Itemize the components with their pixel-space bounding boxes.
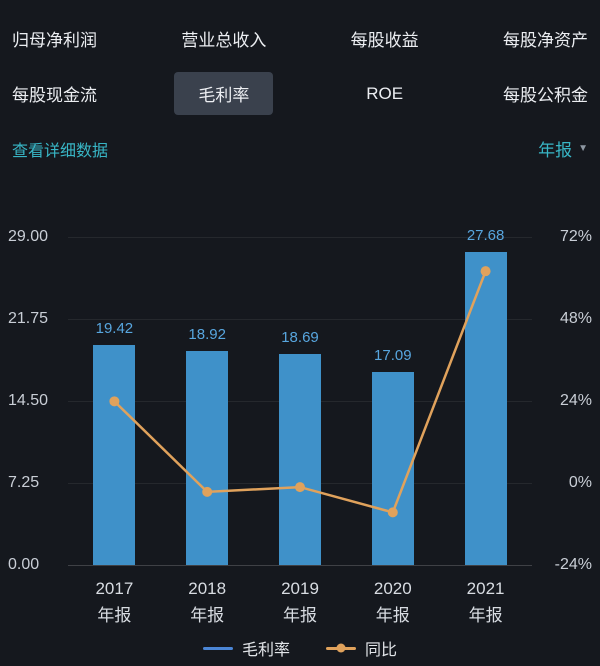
chevron-down-icon: ▼ <box>578 142 588 154</box>
tab-label: 毛利率 <box>174 72 274 115</box>
tab-eps[interactable]: 每股收益 <box>351 26 419 51</box>
legend-item: 毛利率 <box>202 636 290 660</box>
x-axis-label: 2020 年报 <box>373 579 412 625</box>
bar-value-label: 27.68 <box>466 226 505 244</box>
y-axis-label-right: 48% <box>559 310 592 327</box>
tab-label: 归母净利润 <box>12 31 97 50</box>
y-axis-label-left: 29.00 <box>8 228 49 245</box>
period-label: 年报 <box>538 141 573 160</box>
tab-label: 每股现金流 <box>12 86 97 105</box>
bar-value-label: 17.09 <box>374 346 412 364</box>
legend-label: 毛利率 <box>241 642 290 659</box>
x-axis-label: 2021 年报 <box>466 579 505 625</box>
legend-marker-dot <box>336 643 346 653</box>
bar-value-label: 18.92 <box>188 326 226 343</box>
tab-label: 每股收益 <box>350 31 419 50</box>
y-axis-label-right: -24% <box>554 556 592 573</box>
tab-net-assets-per-share[interactable]: 每股净资产 <box>503 26 588 51</box>
legend-swatch <box>326 643 356 653</box>
gross-margin-chart: 毛利率 同比 29.00 72% 21.75 48% 14.50 24% 7.25 0% 0.00… <box>0 161 600 666</box>
tab-label: ROE <box>366 83 404 103</box>
chart-subheader: 查看详细数据 年报 ▼ <box>0 136 600 161</box>
tab-label: 每股公积金 <box>502 86 588 105</box>
chart-bar <box>186 351 229 565</box>
y-axis-label-left: 14.50 <box>8 392 49 409</box>
bar-value-label: 19.42 <box>95 320 134 338</box>
tab-label: 营业总收入 <box>181 31 267 50</box>
y-axis-label-left: 21.75 <box>8 310 49 327</box>
y-axis-label-right: 72% <box>559 228 592 245</box>
period-selector[interactable]: 年报 ▼ <box>538 136 588 161</box>
legend-swatch <box>202 646 233 650</box>
x-axis-label: 2018 年报 <box>188 579 227 625</box>
x-axis-label: 2019 年报 <box>281 579 319 625</box>
chart-bar <box>371 371 414 565</box>
x-axis-label: 2017 年报 <box>95 579 134 625</box>
legend-item: 同比 <box>326 636 397 660</box>
tab-gross-margin[interactable]: 毛利率 <box>174 72 274 115</box>
tab-cash-flow-per-share[interactable]: 每股现金流 <box>12 81 97 106</box>
y-axis-label-left: 7.25 <box>8 474 40 491</box>
y-axis-label-left: 0.00 <box>8 556 40 573</box>
gridline <box>68 565 532 566</box>
metric-tabs: 归母净利润 营业总收入 每股收益 每股净资产 每股现金流 毛利率 ROE 每股公… <box>0 0 600 115</box>
tab-roe[interactable]: ROE <box>366 84 403 104</box>
tab-net-profit[interactable]: 归母净利润 <box>12 26 97 51</box>
tab-label: 每股净资产 <box>502 31 588 50</box>
bar-value-label: 18.69 <box>281 328 319 346</box>
view-detail-data-link[interactable]: 查看详细数据 <box>12 142 109 160</box>
chart-bar <box>464 251 507 565</box>
y-axis-label-right: 0% <box>568 474 592 491</box>
chart-legend: 毛利率 同比 <box>0 636 600 660</box>
chart-bar <box>279 353 321 565</box>
gridline <box>68 237 532 238</box>
legend-label: 同比 <box>365 642 398 659</box>
chart-bar <box>93 345 136 565</box>
tab-capital-reserve-per-share[interactable]: 每股公积金 <box>503 81 588 106</box>
tab-total-revenue[interactable]: 营业总收入 <box>181 26 266 51</box>
y-axis-label-right: 24% <box>559 392 592 409</box>
